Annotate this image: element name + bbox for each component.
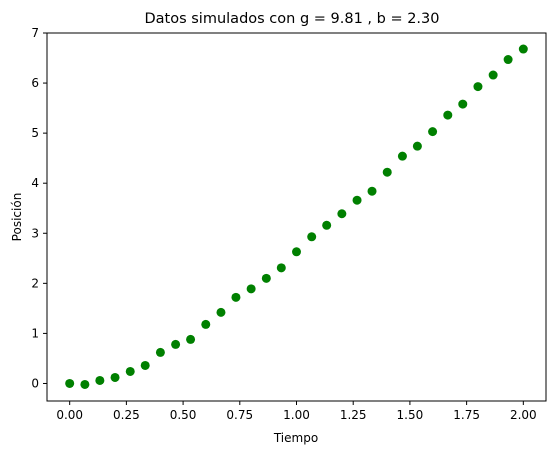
y-tick-label: 1 [31, 326, 39, 340]
data-point [95, 375, 105, 385]
x-tick-label: 1.00 [283, 408, 310, 422]
data-point [201, 319, 211, 329]
x-tick-label: 2.00 [510, 408, 537, 422]
data-point [458, 99, 468, 109]
data-point [65, 378, 75, 388]
data-point [80, 379, 90, 389]
data-point [186, 334, 196, 344]
x-tick-label: 0.00 [56, 408, 83, 422]
y-tick-label: 3 [31, 226, 39, 240]
data-point [276, 263, 286, 273]
x-tick-label: 0.25 [113, 408, 140, 422]
data-point [367, 186, 377, 196]
data-point [397, 151, 407, 161]
y-tick-label: 0 [31, 376, 39, 390]
data-point [352, 195, 362, 205]
data-point [171, 339, 181, 349]
y-tick-label: 7 [31, 26, 39, 40]
x-tick-label: 1.25 [340, 408, 367, 422]
x-tick-label: 0.75 [226, 408, 253, 422]
x-tick-label: 1.75 [453, 408, 480, 422]
data-point [473, 82, 483, 92]
data-point [488, 70, 498, 80]
data-point [231, 292, 241, 302]
data-point [337, 209, 347, 219]
data-point [412, 141, 422, 151]
data-point [382, 167, 392, 177]
data-point [110, 372, 120, 382]
y-axis-label: Posición [10, 193, 24, 242]
data-point [443, 110, 453, 120]
data-point [261, 273, 271, 283]
data-point [307, 232, 317, 242]
x-tick-label: 1.50 [397, 408, 424, 422]
data-point [155, 347, 165, 357]
chart-title: Datos simulados con g = 9.81 , b = 2.30 [144, 11, 439, 27]
x-tick-label: 0.50 [170, 408, 197, 422]
x-axis-label: Tiempo [273, 431, 318, 445]
data-point [428, 127, 438, 137]
data-point [216, 307, 226, 317]
y-tick-label: 2 [31, 276, 39, 290]
data-point [518, 44, 528, 54]
data-point [503, 55, 513, 65]
y-tick-label: 4 [31, 176, 39, 190]
data-point [292, 247, 301, 257]
data-point [322, 220, 332, 230]
data-point [246, 284, 256, 294]
y-tick-label: 6 [31, 76, 39, 90]
data-point [140, 360, 150, 370]
data-point [125, 366, 135, 376]
y-tick-label: 5 [31, 126, 39, 140]
